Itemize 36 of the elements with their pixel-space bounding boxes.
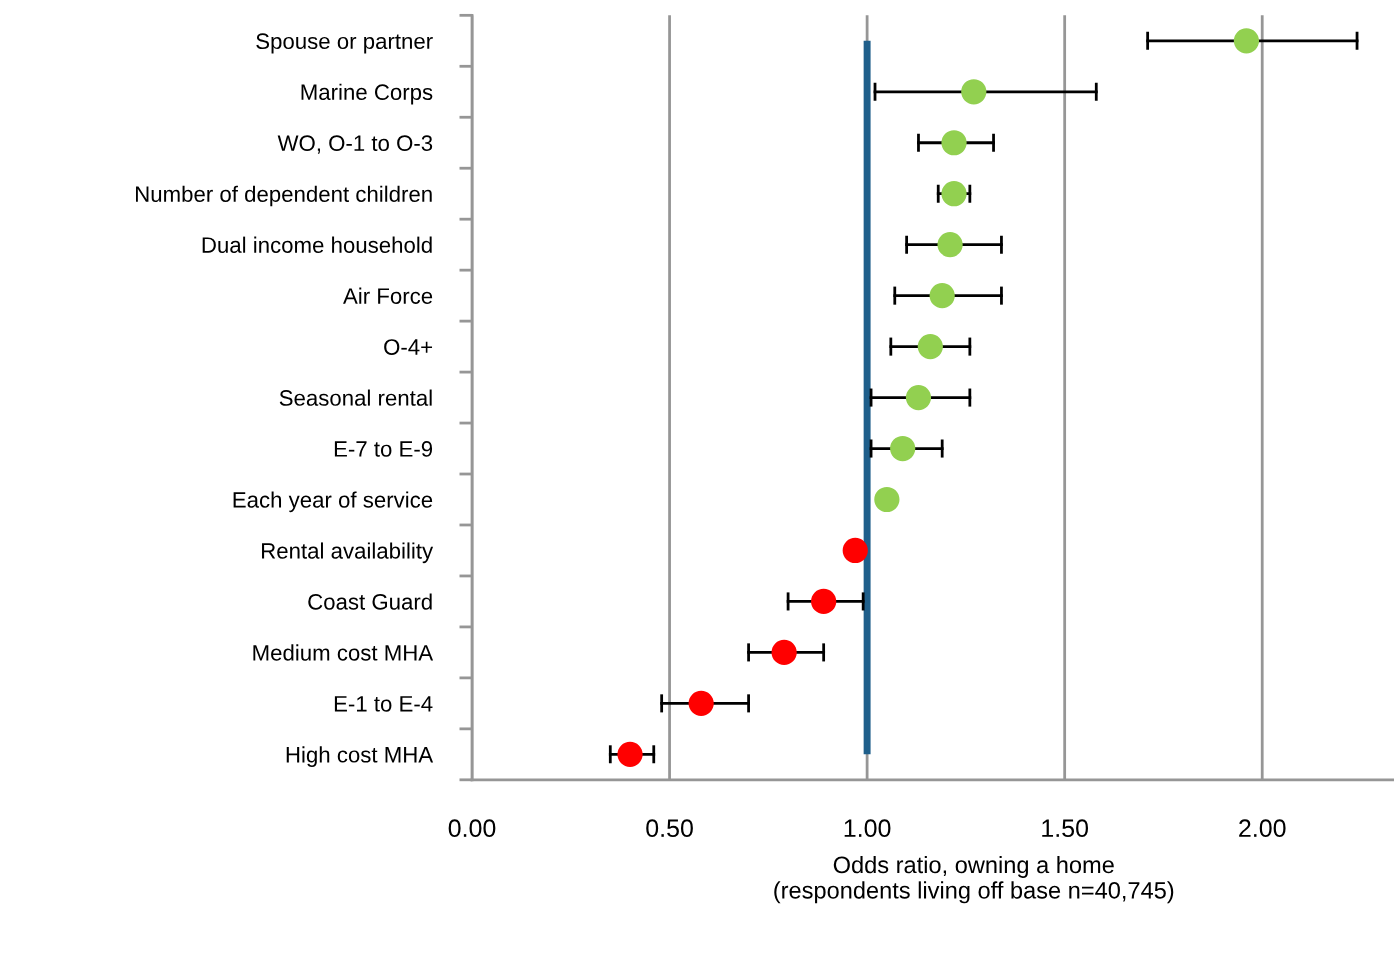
x-tick-label: 1.50 bbox=[1042, 819, 1089, 838]
y-tick-label: Number of dependent children bbox=[136, 185, 432, 207]
y-tick-label: Spouse or partner bbox=[256, 33, 433, 54]
point bbox=[617, 741, 643, 767]
y-tick-label: E-1 to E-4 bbox=[334, 696, 433, 712]
point bbox=[842, 537, 868, 564]
y-tick-label: Seasonal rental bbox=[279, 389, 432, 406]
point bbox=[771, 639, 797, 666]
y-tick-label: Medium cost MHA bbox=[253, 644, 434, 661]
point bbox=[811, 588, 837, 615]
y-tick-label: O-4+ bbox=[384, 339, 433, 355]
point bbox=[941, 130, 967, 156]
x-axis-title: Odds ratio, owning a home (respondents living off base n=40,745) bbox=[774, 855, 1174, 904]
y-tick-label: Coast Guard bbox=[308, 593, 432, 610]
x-tick-label: 0.50 bbox=[646, 819, 693, 838]
y-tick-label: Marine Corps bbox=[301, 83, 433, 105]
point bbox=[941, 181, 967, 207]
point bbox=[905, 384, 932, 411]
point bbox=[890, 435, 916, 462]
y-tick-label: Each year of service bbox=[233, 491, 433, 513]
point bbox=[874, 486, 900, 513]
x-tick-label: 1.00 bbox=[844, 819, 891, 838]
y-tick-label: E-7 to E-9 bbox=[334, 441, 433, 457]
y-tick-label: WO, O-1 to O-3 bbox=[277, 135, 433, 154]
point bbox=[688, 690, 714, 716]
x-tick-label: 2.00 bbox=[1239, 819, 1286, 838]
y-tick-label: Rental availability bbox=[262, 542, 434, 564]
point bbox=[937, 232, 963, 258]
point bbox=[961, 79, 987, 105]
y-tick-label: Air Force bbox=[343, 287, 433, 304]
point bbox=[1233, 28, 1260, 54]
y-tick-label: Dual income household bbox=[202, 236, 432, 253]
y-tick-label: High cost MHA bbox=[286, 746, 434, 767]
x-tick-label: 0.00 bbox=[448, 819, 496, 838]
point bbox=[917, 333, 943, 360]
point bbox=[929, 283, 955, 309]
